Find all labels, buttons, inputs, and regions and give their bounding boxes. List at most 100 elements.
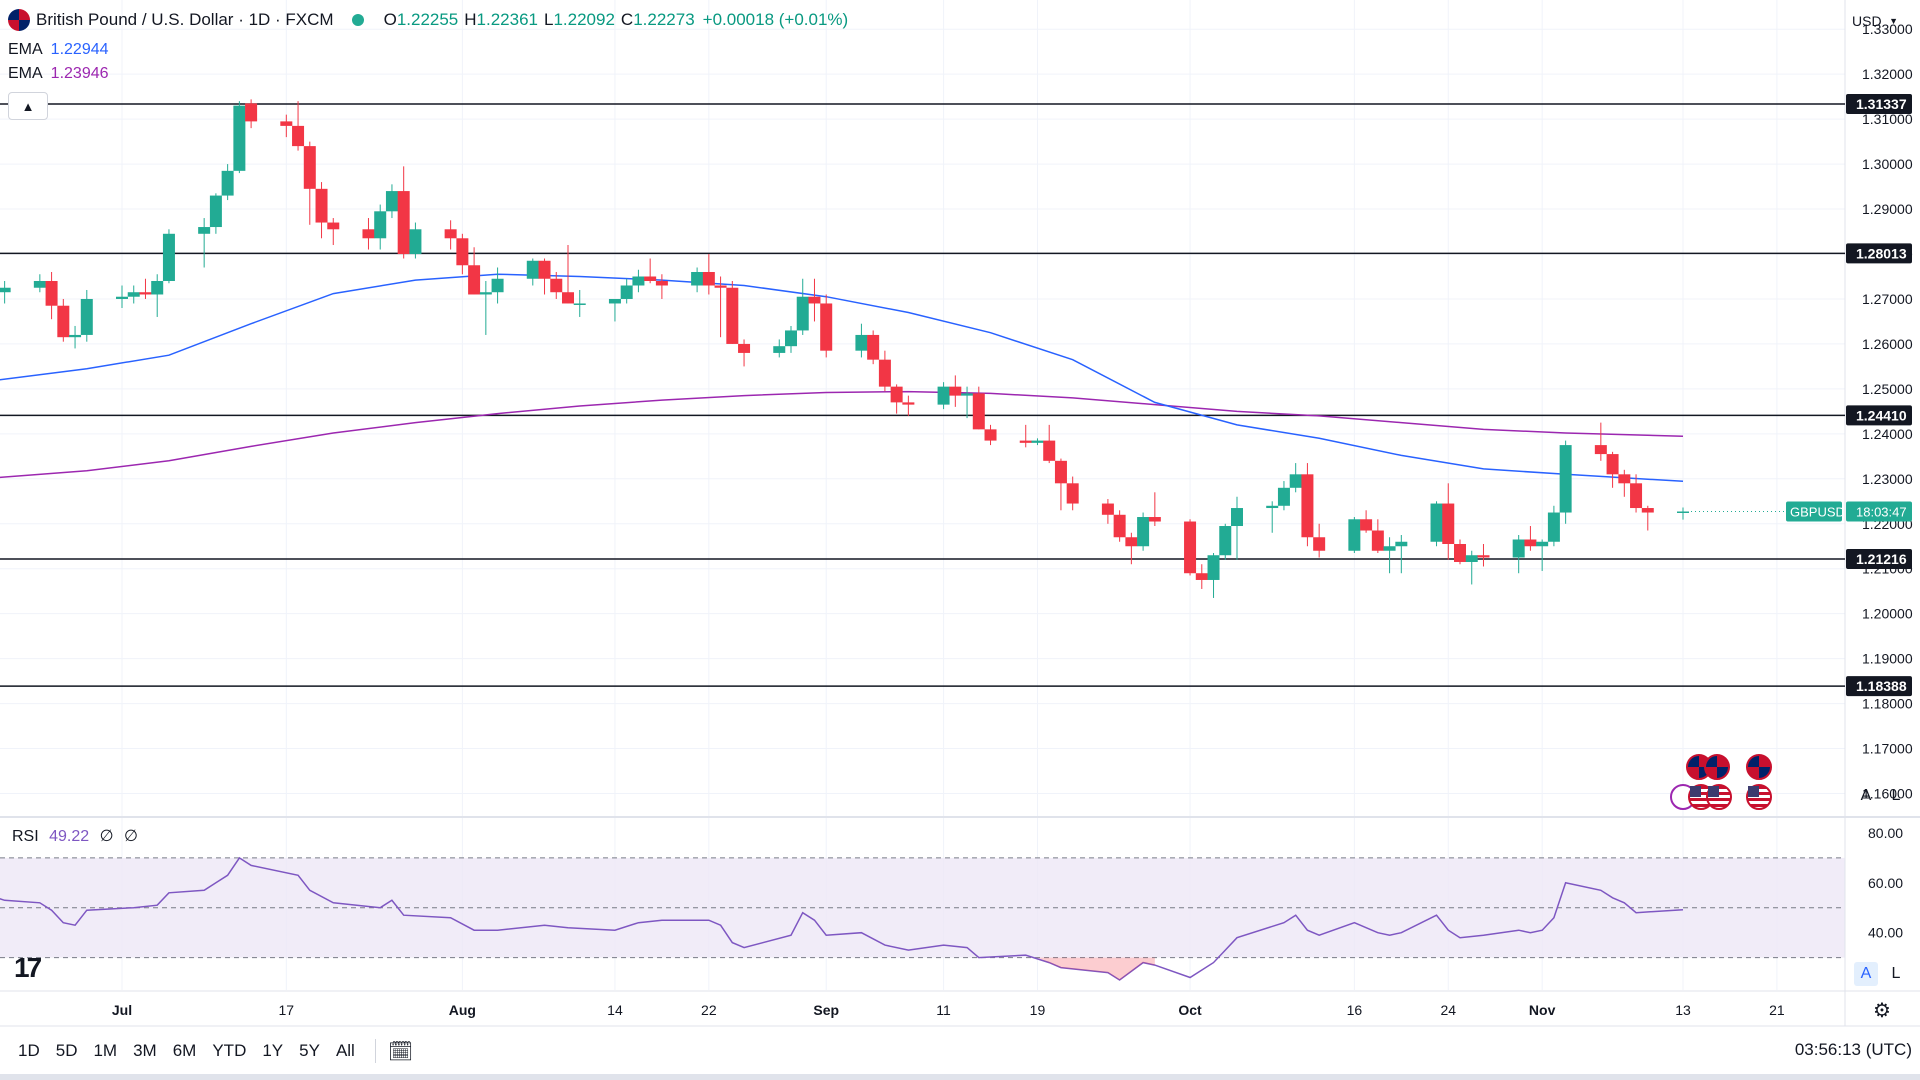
- candle-body[interactable]: [292, 125, 305, 147]
- candle-body[interactable]: [878, 359, 891, 387]
- candle-body[interactable]: [280, 121, 293, 126]
- candle-body[interactable]: [820, 303, 833, 351]
- candle-body[interactable]: [867, 334, 880, 360]
- utc-clock[interactable]: 03:56:13 (UTC): [1794, 1040, 1912, 1059]
- ema-fast-legend[interactable]: EMA 1.22944: [8, 38, 848, 62]
- candle-body[interactable]: [644, 276, 657, 281]
- candle-body[interactable]: [785, 330, 797, 347]
- candle-body[interactable]: [1313, 537, 1326, 551]
- candle-body[interactable]: [1219, 526, 1232, 556]
- candle-body[interactable]: [961, 393, 974, 396]
- ema-slow-line[interactable]: [0, 390, 1684, 479]
- candle-body[interactable]: [902, 402, 915, 405]
- candle-body[interactable]: [198, 227, 211, 234]
- candle-body[interactable]: [890, 386, 903, 403]
- candle-body[interactable]: [1594, 445, 1607, 455]
- candle-body[interactable]: [1559, 445, 1572, 513]
- candle-body[interactable]: [1442, 503, 1455, 544]
- symbol-title[interactable]: British Pound / U.S. Dollar · 1D · FXCM: [36, 10, 334, 29]
- candle-body[interactable]: [691, 272, 704, 286]
- candle-body[interactable]: [1266, 505, 1279, 509]
- range-button-5y[interactable]: 5Y: [299, 1041, 320, 1060]
- candle-body[interactable]: [1301, 474, 1314, 538]
- ema-slow-legend[interactable]: EMA 1.23946: [8, 62, 848, 86]
- candle-body[interactable]: [972, 393, 985, 430]
- rsi-auto-scale-button[interactable]: A: [1854, 962, 1878, 986]
- candle-body[interactable]: [1536, 541, 1549, 547]
- level-price-tag[interactable]: [1846, 405, 1912, 426]
- candle-body[interactable]: [608, 298, 621, 304]
- candle-body[interactable]: [949, 386, 962, 396]
- candle-body[interactable]: [1430, 503, 1443, 542]
- candle-body[interactable]: [1477, 555, 1490, 558]
- candle-body[interactable]: [1677, 511, 1689, 513]
- level-price-tag[interactable]: [1846, 676, 1912, 697]
- candle-body[interactable]: [702, 272, 715, 286]
- candle-body[interactable]: [139, 292, 152, 295]
- uk-event-icon[interactable]: [1746, 754, 1772, 780]
- us-event-icon[interactable]: [1746, 784, 1772, 810]
- candle-body[interactable]: [855, 334, 868, 351]
- candle-body[interactable]: [1383, 546, 1396, 551]
- candle-body[interactable]: [1207, 555, 1220, 580]
- candle-body[interactable]: [491, 278, 504, 293]
- candle-body[interactable]: [526, 260, 539, 279]
- candle-body[interactable]: [1043, 440, 1056, 461]
- level-price-tag[interactable]: [1846, 243, 1912, 264]
- candle-body[interactable]: [1125, 537, 1138, 547]
- settings-gear-icon[interactable]: ⚙: [1873, 999, 1891, 1022]
- candle-body[interactable]: [397, 191, 410, 255]
- candle-body[interactable]: [1512, 539, 1525, 558]
- candle-body[interactable]: [127, 292, 140, 297]
- candle-body[interactable]: [162, 233, 175, 281]
- auto-scale-button[interactable]: A: [1860, 787, 1872, 804]
- candle-body[interactable]: [1371, 530, 1384, 551]
- uk-event-icon[interactable]: [1704, 754, 1730, 780]
- candle-body[interactable]: [1277, 487, 1290, 506]
- candle-body[interactable]: [1019, 440, 1032, 443]
- candle-body[interactable]: [562, 292, 574, 304]
- candle-body[interactable]: [57, 305, 70, 338]
- collapse-legend-button[interactable]: ▲: [8, 92, 48, 120]
- candle-body[interactable]: [1547, 512, 1560, 542]
- candle-body[interactable]: [538, 260, 551, 279]
- candle-body[interactable]: [1101, 503, 1114, 515]
- candle-body[interactable]: [1054, 460, 1067, 484]
- candle-body[interactable]: [655, 280, 668, 286]
- candle-body[interactable]: [444, 229, 457, 239]
- candle-body[interactable]: [209, 195, 222, 228]
- range-button-1y[interactable]: 1Y: [262, 1041, 284, 1060]
- log-scale-button[interactable]: L: [1891, 787, 1901, 804]
- range-button-1d[interactable]: 1D: [18, 1041, 40, 1060]
- candle-body[interactable]: [573, 303, 586, 305]
- symbol-tag[interactable]: [1786, 501, 1842, 522]
- candle-body[interactable]: [0, 287, 11, 293]
- rsi-line[interactable]: [0, 856, 1684, 981]
- currency-selector[interactable]: USD ▼: [1846, 8, 1904, 34]
- candle-body[interactable]: [1395, 541, 1408, 547]
- candle-body[interactable]: [984, 429, 997, 441]
- candle-body[interactable]: [632, 276, 645, 286]
- range-button-1m[interactable]: 1M: [93, 1041, 118, 1060]
- range-button-5d[interactable]: 5D: [55, 1041, 78, 1060]
- candle-body[interactable]: [714, 285, 727, 288]
- level-price-tag[interactable]: [1846, 549, 1912, 570]
- candle-body[interactable]: [738, 343, 751, 353]
- candle-body[interactable]: [468, 265, 481, 295]
- candle-body[interactable]: [385, 191, 398, 212]
- candle-body[interactable]: [808, 296, 821, 304]
- candle-body[interactable]: [1630, 483, 1643, 509]
- level-price-tag[interactable]: [1846, 93, 1912, 114]
- candle-body[interactable]: [1524, 539, 1537, 547]
- ema-fast-line[interactable]: [0, 273, 1684, 483]
- candle-body[interactable]: [1231, 508, 1243, 527]
- range-button-ytd[interactable]: YTD: [212, 1041, 247, 1060]
- candle-body[interactable]: [1184, 521, 1197, 574]
- candle-body[interactable]: [69, 334, 82, 338]
- candle-body[interactable]: [409, 229, 422, 255]
- rsi-legend[interactable]: RSI 49.22 ∅ ∅: [12, 826, 144, 846]
- candle-body[interactable]: [315, 188, 328, 223]
- candle-body[interactable]: [1289, 474, 1302, 488]
- candle-body[interactable]: [1195, 573, 1208, 580]
